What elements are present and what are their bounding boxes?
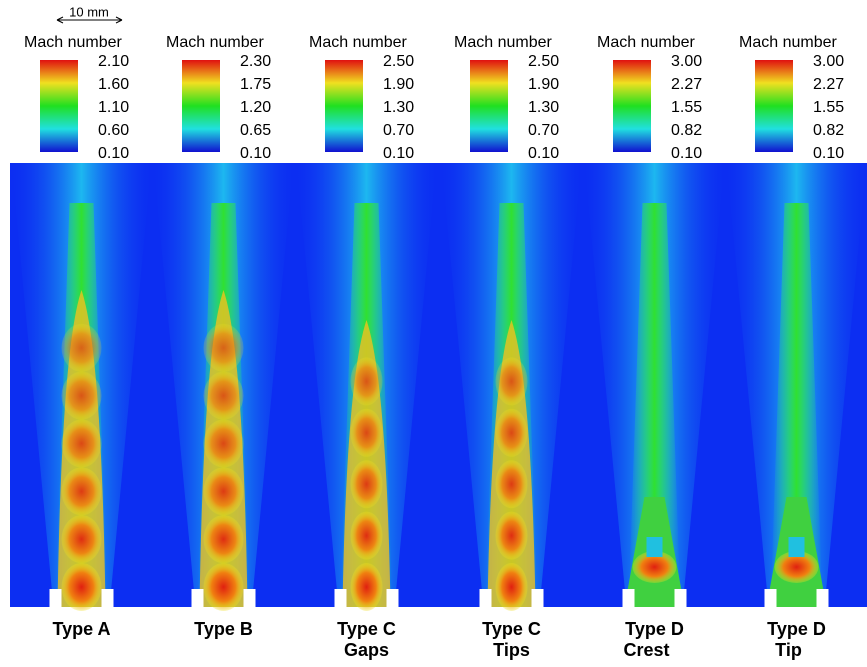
shock-cell bbox=[61, 419, 102, 468]
colorbar-tick-label: 0.70 bbox=[528, 122, 559, 139]
shock-cell bbox=[350, 460, 383, 509]
shock-cell bbox=[495, 511, 528, 560]
shock-cell bbox=[203, 563, 244, 611]
colorbar-tick-label: 2.27 bbox=[813, 76, 844, 93]
nozzle-left bbox=[334, 589, 347, 607]
colorbar bbox=[325, 60, 363, 152]
colorbar bbox=[613, 60, 651, 152]
colorbar-tick-label: 1.55 bbox=[671, 99, 702, 116]
panel-label: Type B bbox=[194, 619, 253, 639]
shock-cell bbox=[203, 371, 244, 420]
colorbar-tick-label: 1.90 bbox=[528, 76, 559, 93]
nozzle-right bbox=[101, 589, 114, 607]
colorbar bbox=[182, 60, 220, 152]
panel-label: Type D bbox=[625, 619, 684, 639]
colorbar-title: Mach number bbox=[309, 34, 407, 51]
colorbar-tick-label: 0.82 bbox=[813, 122, 844, 139]
colorbar-tick-label: 0.65 bbox=[240, 122, 271, 139]
panel-label: Crest bbox=[623, 640, 669, 660]
colorbar-tick-label: 0.10 bbox=[671, 145, 702, 162]
shock-cell bbox=[61, 371, 102, 420]
shock-cell bbox=[203, 467, 244, 516]
colorbar-tick-label: 1.75 bbox=[240, 76, 271, 93]
panel-label: Type D bbox=[767, 619, 826, 639]
colorbar-tick-label: 1.20 bbox=[240, 99, 271, 116]
nozzle-right bbox=[816, 589, 829, 607]
colorbar-tick-label: 0.10 bbox=[813, 145, 844, 162]
shock-cell bbox=[203, 323, 244, 372]
nozzle-left bbox=[479, 589, 492, 607]
shock-cell bbox=[203, 515, 244, 564]
panel-label: Tip bbox=[775, 640, 802, 660]
shock-cell bbox=[350, 408, 383, 457]
colorbar-tick-label: 2.50 bbox=[383, 53, 414, 70]
colorbar-tick-label: 1.55 bbox=[813, 99, 844, 116]
colorbar-tick-label: 3.00 bbox=[671, 53, 702, 70]
colorbar-tick-label: 1.60 bbox=[98, 76, 129, 93]
shock-cap bbox=[632, 551, 677, 583]
colorbar-tick-label: 2.10 bbox=[98, 53, 129, 70]
shock-cell bbox=[495, 563, 528, 611]
colorbar-title: Mach number bbox=[597, 34, 695, 51]
colorbar bbox=[40, 60, 78, 152]
shock-cell bbox=[61, 515, 102, 564]
panel-label: Type C bbox=[482, 619, 541, 639]
nozzle-left bbox=[622, 589, 635, 607]
shock-cell bbox=[203, 419, 244, 468]
shock-cell bbox=[350, 357, 383, 406]
colorbar-tick-label: 1.90 bbox=[383, 76, 414, 93]
nozzle-right bbox=[243, 589, 256, 607]
colorbar-tick-label: 1.30 bbox=[528, 99, 559, 116]
shock-cell bbox=[61, 323, 102, 372]
colorbar-tick-label: 0.10 bbox=[528, 145, 559, 162]
shock-cell bbox=[350, 511, 383, 560]
colorbar-title: Mach number bbox=[24, 34, 122, 51]
colorbar-tick-label: 1.30 bbox=[383, 99, 414, 116]
nozzle-right bbox=[386, 589, 399, 607]
nozzle-left bbox=[764, 589, 777, 607]
cap-core bbox=[646, 537, 663, 557]
cap-core bbox=[788, 537, 805, 557]
colorbar bbox=[755, 60, 793, 152]
colorbar-tick-label: 3.00 bbox=[813, 53, 844, 70]
scale-arrows bbox=[56, 16, 123, 24]
colorbar-tick-label: 2.50 bbox=[528, 53, 559, 70]
nozzle-right bbox=[531, 589, 544, 607]
colorbar-title: Mach number bbox=[166, 34, 264, 51]
shock-cell bbox=[495, 408, 528, 457]
plume-core bbox=[628, 203, 681, 607]
colorbar-tick-label: 1.10 bbox=[98, 99, 129, 116]
panel-label: Type A bbox=[52, 619, 110, 639]
nozzle-left bbox=[191, 589, 204, 607]
panel-label: Tips bbox=[493, 640, 530, 660]
scale-label: 10 mm bbox=[69, 4, 109, 19]
colorbar-tick-label: 0.60 bbox=[98, 122, 129, 139]
shock-cell bbox=[495, 357, 528, 406]
shock-cap bbox=[774, 551, 819, 583]
colorbar bbox=[470, 60, 508, 152]
colorbar-tick-label: 2.27 bbox=[671, 76, 702, 93]
shock-cell bbox=[350, 563, 383, 611]
colorbar-tick-label: 0.10 bbox=[240, 145, 271, 162]
colorbar-tick-label: 0.10 bbox=[383, 145, 414, 162]
nozzle-right bbox=[674, 589, 687, 607]
panel-label: Type C bbox=[337, 619, 396, 639]
colorbar-tick-label: 0.70 bbox=[383, 122, 414, 139]
colorbar-tick-label: 0.82 bbox=[671, 122, 702, 139]
shock-cell bbox=[61, 467, 102, 516]
shock-cell bbox=[495, 460, 528, 509]
colorbar-title: Mach number bbox=[454, 34, 552, 51]
colorbar-tick-label: 2.30 bbox=[240, 53, 271, 70]
colorbar-tick-label: 0.10 bbox=[98, 145, 129, 162]
flow-field bbox=[10, 163, 867, 607]
nozzle-left bbox=[49, 589, 62, 607]
panel-label: Gaps bbox=[344, 640, 389, 660]
plume-core bbox=[770, 203, 823, 607]
shock-cell bbox=[61, 563, 102, 611]
colorbar-title: Mach number bbox=[739, 34, 837, 51]
